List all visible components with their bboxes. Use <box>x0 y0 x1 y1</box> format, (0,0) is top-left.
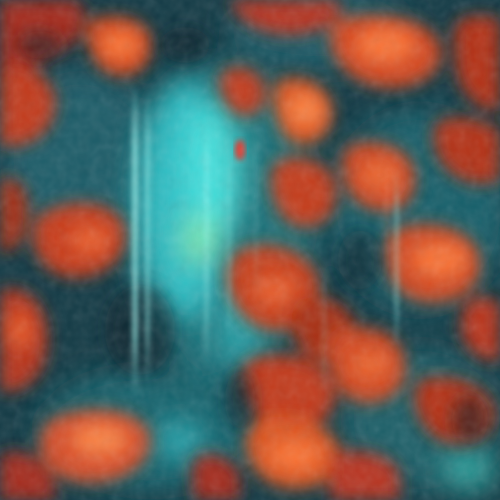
texture-overlay <box>0 0 500 500</box>
abstract-painting <box>0 0 500 500</box>
abstract-art-svg <box>0 0 500 500</box>
